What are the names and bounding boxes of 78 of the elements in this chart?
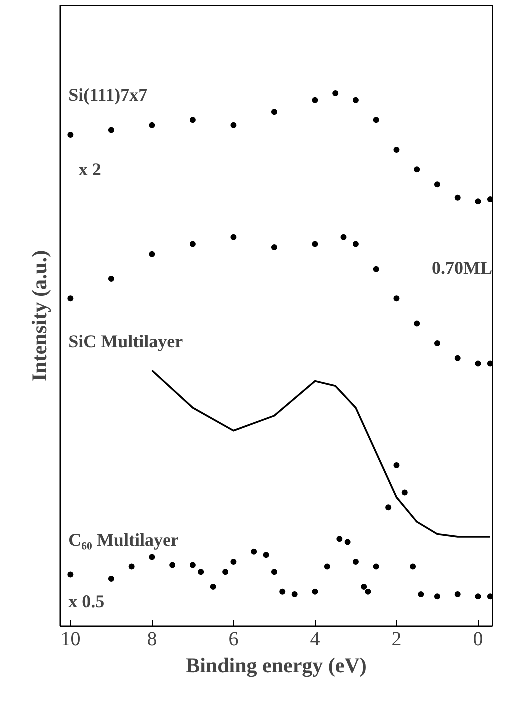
point [190, 241, 196, 248]
point [292, 592, 298, 598]
point [210, 584, 216, 590]
point [344, 539, 351, 546]
point [340, 234, 347, 240]
point [190, 117, 196, 124]
x-tick-label: 6 [228, 628, 239, 650]
point [414, 166, 420, 173]
x-tick-label: 10 [60, 628, 81, 650]
point [365, 588, 372, 595]
point [373, 117, 380, 124]
point [149, 554, 156, 560]
point [108, 127, 114, 134]
point [190, 562, 196, 568]
point [149, 251, 156, 258]
y-axis-title: Intensity (a.u.) [28, 250, 52, 382]
point [373, 266, 380, 272]
point [128, 564, 135, 570]
point [198, 569, 204, 576]
point [394, 146, 400, 153]
point [108, 576, 114, 582]
point [394, 296, 400, 302]
point [271, 569, 278, 576]
point [263, 552, 270, 558]
x-tick-label: 4 [310, 628, 320, 650]
point [487, 594, 492, 600]
point [475, 198, 482, 205]
point [68, 296, 74, 302]
point [324, 564, 330, 570]
annotation: x 0.5 [68, 591, 105, 612]
point [149, 122, 156, 128]
point [271, 244, 278, 250]
point [312, 588, 318, 595]
text: 0.70ML [432, 258, 493, 278]
point [454, 194, 461, 201]
point [68, 572, 74, 578]
point [434, 594, 440, 600]
x-axis-title: Binding energy (eV) [186, 654, 367, 678]
point [312, 241, 318, 248]
annotation: x 2 [78, 160, 102, 180]
point [487, 360, 492, 367]
point [418, 592, 424, 598]
point [108, 276, 114, 282]
point [230, 234, 237, 240]
point [271, 109, 278, 116]
point [230, 559, 237, 565]
point [402, 490, 408, 496]
point [170, 562, 176, 568]
point [410, 564, 416, 570]
point [434, 182, 440, 188]
point [280, 588, 286, 595]
point [454, 592, 461, 598]
point [361, 584, 368, 590]
point [487, 196, 492, 203]
point [386, 504, 392, 511]
x-tick-label: 2 [392, 628, 402, 650]
x-tick-label: 8 [147, 628, 158, 650]
point [312, 97, 318, 104]
series-label: C₆₀ Multilayer [68, 530, 179, 550]
point [352, 97, 359, 104]
point [352, 241, 359, 248]
point [454, 355, 461, 362]
point [222, 569, 229, 576]
point [373, 564, 380, 570]
point [332, 90, 339, 96]
point [475, 360, 482, 367]
point [352, 559, 359, 565]
point [414, 320, 420, 327]
point [394, 462, 400, 469]
point [336, 536, 343, 542]
point [434, 340, 440, 346]
series-label: SiC Multilayer [68, 331, 184, 352]
series-label: Si(111)7x7 [68, 85, 148, 106]
point [475, 594, 482, 600]
point [68, 132, 74, 138]
x-tick-label: 0 [473, 628, 484, 650]
point [251, 548, 258, 555]
point [230, 122, 237, 128]
